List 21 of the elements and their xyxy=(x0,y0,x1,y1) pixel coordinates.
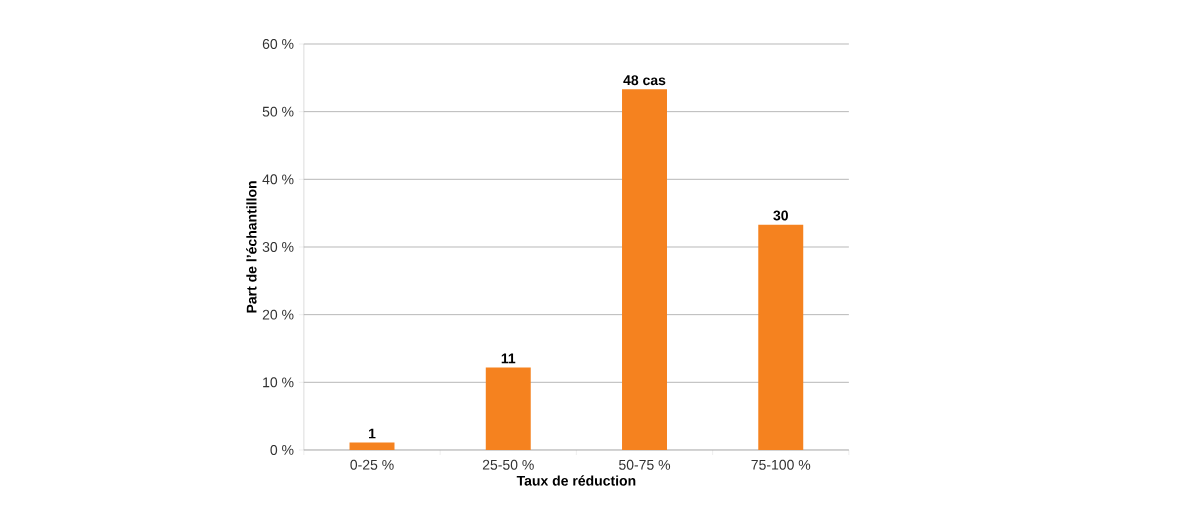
annotation: 30 xyxy=(773,210,788,221)
bar xyxy=(622,89,667,450)
annotation: 1 xyxy=(368,428,376,439)
x-tick-label: 75-100 % xyxy=(751,459,811,470)
x-tick-label: 25-50 % xyxy=(482,459,534,470)
y-tick-label: 60 % xyxy=(262,39,294,49)
y-tick-label: 50 % xyxy=(262,106,294,117)
x-tick-label: 50-75 % xyxy=(619,459,671,470)
y-tick-label: 30 % xyxy=(262,242,294,252)
bar xyxy=(758,224,804,450)
x-axis-title: Taux de réduction xyxy=(516,475,636,486)
y-tick-label: 20 % xyxy=(262,309,294,320)
y-axis-title: Part de l’échantillon xyxy=(246,181,257,313)
x-tick-label: 0-25 % xyxy=(350,459,394,470)
y-tick-label: 40 % xyxy=(262,174,294,185)
y-tick-label: 0 % xyxy=(270,445,294,455)
bar xyxy=(485,367,531,450)
bar xyxy=(349,442,395,450)
annotation: 48 cas xyxy=(623,75,666,86)
y-tick-label: 10 % xyxy=(263,377,294,388)
annotation: 11 xyxy=(501,353,516,364)
